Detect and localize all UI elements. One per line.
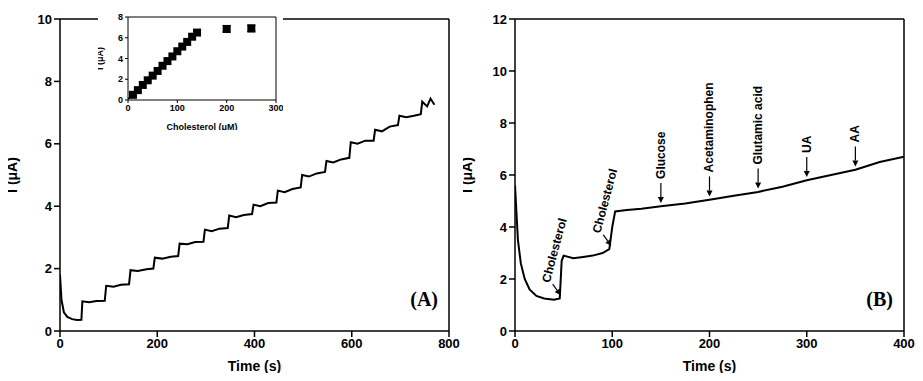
svg-text:6: 6	[118, 33, 123, 43]
svg-text:0: 0	[118, 95, 123, 105]
svg-text:300: 300	[268, 103, 283, 113]
svg-text:Time (s): Time (s)	[683, 358, 736, 373]
svg-text:200: 200	[699, 336, 721, 351]
svg-text:200: 200	[146, 336, 168, 351]
svg-text:Cholesterol (μM): Cholesterol (μM)	[166, 122, 237, 130]
svg-text:800: 800	[438, 336, 460, 351]
svg-text:0: 0	[45, 324, 52, 339]
svg-text:I (μA): I (μA)	[463, 157, 475, 193]
svg-text:6: 6	[500, 168, 507, 183]
svg-text:0: 0	[125, 103, 130, 113]
svg-text:100: 100	[601, 336, 623, 351]
svg-text:2: 2	[118, 74, 123, 84]
svg-text:4: 4	[118, 54, 123, 64]
svg-text:12: 12	[493, 12, 507, 27]
svg-text:I (μA): I (μA)	[8, 157, 20, 193]
svg-text:200: 200	[219, 103, 234, 113]
svg-text:2: 2	[500, 272, 507, 287]
html-text:(B): (B)	[866, 288, 893, 310]
svg-text:6: 6	[45, 136, 52, 151]
svg-text:I (μA): I (μA)	[98, 47, 105, 70]
svg-text:4: 4	[45, 199, 53, 214]
svg-text:8: 8	[118, 12, 123, 22]
svg-text:10: 10	[493, 64, 507, 79]
svg-text:4: 4	[500, 220, 508, 235]
svg-text:Cholesterol: Cholesterol	[590, 167, 621, 234]
html-text:(A): (A)	[410, 288, 438, 310]
svg-text:Cholesterol: Cholesterol	[539, 217, 570, 284]
svg-text:0: 0	[511, 336, 518, 351]
svg-text:10: 10	[38, 12, 52, 27]
svg-text:AA: AA	[848, 125, 862, 143]
svg-text:400: 400	[244, 336, 266, 351]
svg-text:300: 300	[796, 336, 818, 351]
svg-text:UA: UA	[800, 135, 814, 153]
svg-text:Glutamic acid: Glutamic acid	[751, 86, 765, 165]
svg-text:2: 2	[45, 261, 52, 276]
svg-text:Glucose: Glucose	[654, 131, 668, 179]
svg-text:Acetaminophen: Acetaminophen	[703, 82, 717, 172]
svg-text:100: 100	[170, 103, 185, 113]
svg-text:400: 400	[893, 336, 915, 351]
svg-text:600: 600	[341, 336, 363, 351]
svg-text:8: 8	[500, 116, 507, 131]
svg-text:0: 0	[56, 336, 63, 351]
svg-text:Time (s): Time (s)	[228, 358, 281, 373]
svg-text:8: 8	[45, 74, 52, 89]
svg-text:0: 0	[500, 324, 507, 339]
